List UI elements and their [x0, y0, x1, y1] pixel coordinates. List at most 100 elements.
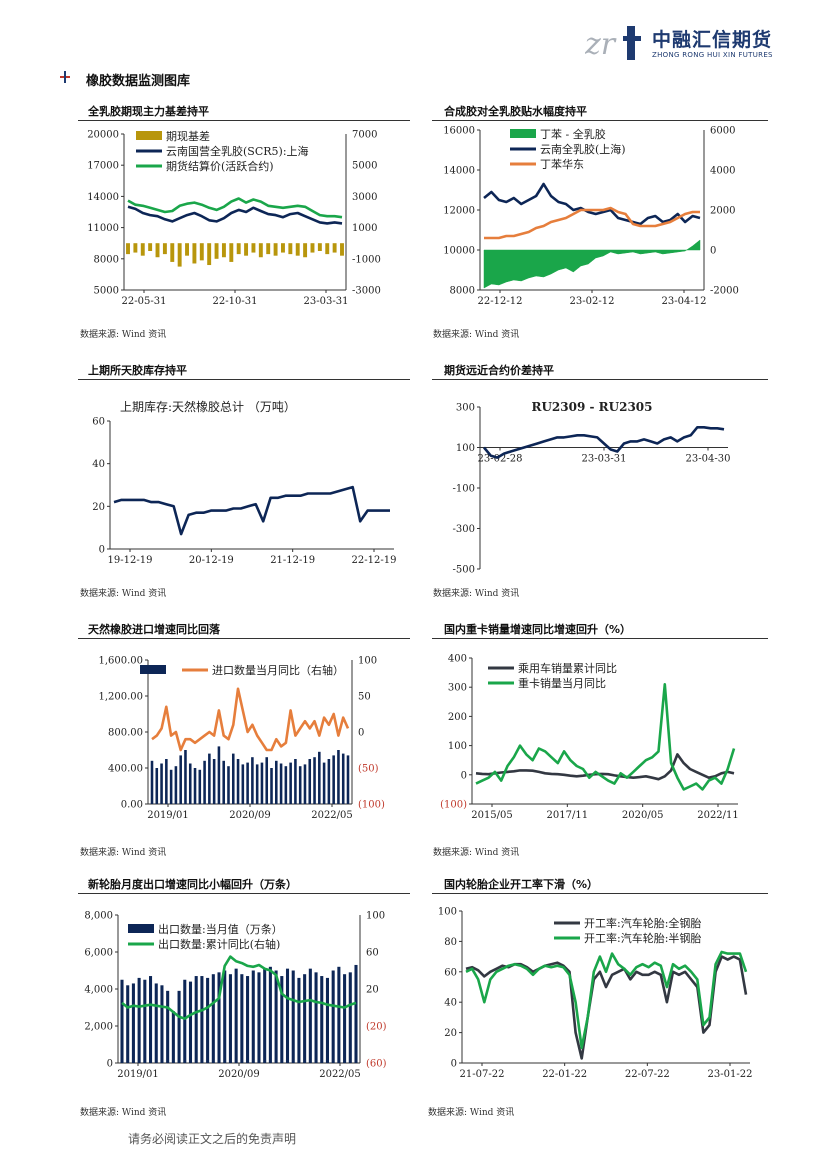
c5-x-tick-label: 2022/05: [311, 810, 353, 821]
c2-x-tick-label: 23-02-12: [570, 296, 615, 307]
chart-title-2: 合成胶对全乳胶贴水幅度持平: [444, 105, 587, 118]
c1-bar: [295, 243, 300, 256]
c5-bar: [251, 757, 254, 804]
source-note: 数据来源: Wind 资讯: [80, 589, 167, 599]
c6-y-tick-label: 400: [448, 654, 467, 665]
c6-series-line: [475, 683, 736, 791]
c1-bar: [140, 243, 145, 256]
c1-y-tick-label: 14000: [87, 192, 119, 203]
c5-bar: [284, 766, 288, 804]
chart-tire-operating-rate: 100 80 60 40 20 021-07-22 22-01-22 22-07-22 23-0…: [438, 907, 753, 1081]
c5-bar: [160, 763, 163, 804]
c1-bar: [332, 243, 337, 253]
c1-bar: [317, 243, 322, 251]
c5-x-tick-label: 2019/01: [147, 810, 189, 821]
c1-y-tick-label: 11000: [87, 223, 119, 234]
c4-y-tick-label: -500: [453, 565, 475, 576]
c5-bar: [179, 755, 182, 804]
c5-legend-swatch: [140, 665, 166, 674]
c2-x-tick-label: 23-04-12: [662, 296, 707, 307]
c5-y-tick-label: 400.00: [108, 764, 143, 775]
c5-bar: [279, 763, 283, 804]
c1-y-tick-label: 8000: [94, 254, 119, 265]
c2-y-tick-label: 16000: [443, 126, 475, 137]
c1-bar: [251, 243, 256, 253]
c5-bar: [150, 760, 154, 804]
c2-area: [483, 239, 701, 289]
c6-series-line: [475, 753, 735, 781]
c5-bar: [203, 760, 206, 804]
c1-bar: [340, 243, 344, 256]
c8-legend-label: 开工率:汽车轮胎:全钢胎: [584, 916, 701, 930]
c6-x-tick-label: 2017/11: [547, 810, 589, 821]
chart-title-3: 上期所天胶库存持平: [88, 364, 187, 377]
c5-bar: [255, 764, 259, 804]
c1-bar: [162, 243, 167, 255]
c5-bar: [236, 759, 240, 804]
c7-bar: [143, 979, 147, 1063]
chart-contract-spread: 300 100 -100 -300 -500 23-02-28 23-03-31 23-04-…: [453, 400, 731, 576]
c4-y-tick-label: -300: [453, 524, 475, 535]
c1-y-tick-label: 5000: [94, 286, 119, 297]
source-note: 数据来源: Wind 资讯: [80, 848, 167, 858]
c5-series-line: [151, 687, 350, 752]
c5-bar: [184, 750, 187, 804]
c5-bar: [198, 769, 202, 804]
c5-bar: [222, 760, 225, 804]
c5-x-tick-label: 2020/09: [229, 810, 271, 821]
c4-inner-title: RU2309 - RU2305: [531, 400, 652, 414]
c1-bar: [170, 243, 175, 262]
c5-bar: [341, 753, 345, 804]
c5-bar: [322, 762, 326, 804]
company-name-en: ZHONG RONG HUI XIN FUTURES: [652, 51, 773, 59]
title-rule: [78, 379, 410, 380]
c7-bar: [137, 977, 141, 1063]
c1-legend-swatch: [136, 131, 162, 140]
c7-bar: [223, 970, 227, 1063]
c5-bar: [265, 757, 269, 804]
c1-bar: [185, 243, 189, 256]
c5-bar: [337, 750, 340, 804]
c7-bar: [206, 977, 210, 1063]
c7-bar: [120, 979, 124, 1063]
c6-y-tick-label: 0: [461, 770, 467, 781]
c1-bar: [281, 243, 285, 253]
source-note: 数据来源: Wind 资讯: [80, 1108, 167, 1118]
c6-legend-label: 乘用车销量累计同比: [518, 661, 617, 675]
c3-inner-title: 上期库存:天然橡胶总计 （万吨）: [120, 399, 296, 414]
c5-y-right-tick-label: 0: [358, 728, 364, 739]
c4-y-tick-label: 100: [456, 443, 475, 454]
c5-legend-label: 进口数量当月同比（右轴）: [212, 663, 344, 677]
c5-bar: [313, 757, 316, 804]
source-note: 数据来源: Wind 资讯: [433, 330, 520, 340]
c5-y-tick-label: 800.00: [108, 728, 143, 739]
c2-y-tick-label: 14000: [443, 166, 475, 177]
c2-y-tick-label: 8000: [450, 286, 475, 297]
c1-y-right-tick-label: 3000: [352, 192, 377, 203]
c1-x-tick-label: 22-05-31: [122, 296, 167, 307]
section-bullet-icon: [60, 71, 70, 83]
c7-bar: [348, 972, 352, 1063]
c5-bar: [155, 768, 159, 804]
c7-bar: [297, 977, 301, 1063]
c3-y-tick-label: 0: [99, 545, 105, 556]
c7-y-right-tick-label: (60): [366, 1059, 387, 1070]
c2-y-right-tick-label: 0: [710, 246, 716, 257]
c8-y-tick-label: 20: [444, 1028, 457, 1039]
c8-y-tick-label: 0: [451, 1059, 457, 1070]
c7-y-right-tick-label: 60: [366, 948, 379, 959]
c1-series-line: [127, 205, 343, 225]
c7-bar: [337, 966, 341, 1063]
c5-bar: [193, 768, 197, 804]
c7-bar: [280, 976, 284, 1063]
c7-bar: [331, 970, 335, 1063]
c7-x-tick-label: 2019/01: [117, 1069, 159, 1080]
c7-bar: [263, 968, 267, 1063]
c1-bar: [192, 243, 197, 264]
c5-bar: [303, 764, 307, 804]
c8-x-tick-label: 22-01-22: [542, 1069, 587, 1080]
c5-bar: [332, 755, 335, 804]
c2-x-tick-label: 22-12-12: [478, 296, 523, 307]
c7-bar: [320, 976, 324, 1063]
c1-legend-label: 云南国营全乳胶(SCR5):上海: [166, 144, 309, 158]
